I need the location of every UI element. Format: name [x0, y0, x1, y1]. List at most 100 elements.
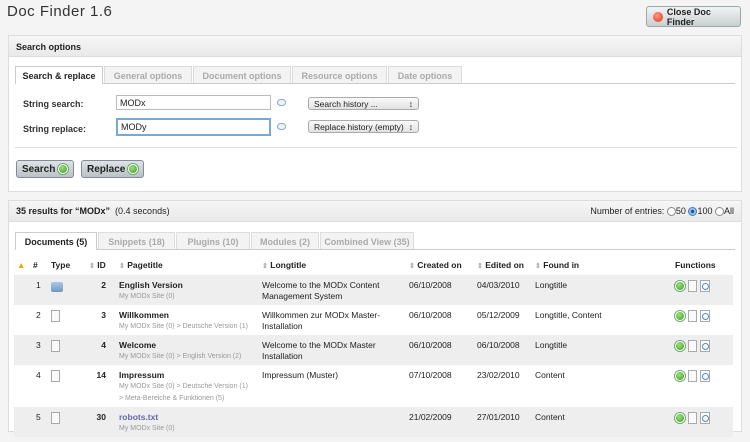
search-button[interactable]: Search	[16, 160, 75, 178]
tab-date-options[interactable]: Date options	[388, 66, 462, 83]
cell-pagetitle: robots.txt My MODx Site (0)	[116, 407, 259, 437]
check-icon[interactable]	[675, 281, 685, 291]
preview-icon[interactable]	[700, 340, 710, 352]
pagetitle-link[interactable]: English Version	[119, 280, 183, 290]
replace-history-select[interactable]: Replace history (empty) ↕	[308, 120, 419, 133]
cell-type	[48, 407, 86, 437]
sort-icon: ⇕	[409, 263, 415, 270]
table-row[interactable]: 1 2 English Version My MODx Site (0) Welc…	[14, 275, 733, 305]
search-button-label: Search	[22, 163, 56, 175]
col-pagetitle[interactable]: ⇕ Pagetitle	[116, 255, 259, 275]
sort-icon: ⇕	[535, 263, 541, 270]
check-icon[interactable]	[675, 371, 685, 381]
cell-empty	[14, 335, 30, 365]
tab-plugins[interactable]: Plugins (10)	[176, 232, 250, 249]
cell-pagetitle: Welcome My MODx Site (0) > English Versio…	[116, 335, 259, 365]
table-row[interactable]: 2 3 Willkommen My MODx Site (0) > Deutsch…	[14, 305, 733, 335]
tab-combined-view[interactable]: Combined View (35)	[320, 232, 414, 249]
tab-modules[interactable]: Modules (2)	[251, 232, 319, 249]
cell-found-in: Longtitle	[532, 335, 672, 365]
entries-selector: Number of entries: 50 100 All	[590, 206, 734, 217]
cell-functions	[672, 365, 733, 407]
check-icon[interactable]	[675, 341, 685, 351]
table-row[interactable]: 5 30 robots.txt My MODx Site (0) 21/02/20…	[14, 407, 733, 437]
string-search-input[interactable]: MODx	[116, 95, 271, 110]
col-created[interactable]: ⇕ Created on	[406, 255, 474, 275]
table-row[interactable]: 4 14 Impressum My MODx Site (0) > Deutsch…	[14, 365, 733, 407]
cell-edited: 05/12/2009	[477, 310, 520, 320]
replace-button[interactable]: Replace	[81, 160, 145, 178]
sort-asc-icon[interactable]: ▲	[17, 260, 26, 270]
col-id[interactable]: ⇕ ID	[86, 255, 116, 275]
tab-search-replace[interactable]: Search & replace	[15, 66, 103, 84]
entries-radio-all[interactable]	[714, 207, 724, 217]
tab-documents[interactable]: Documents (5)	[15, 232, 97, 250]
col-number[interactable]: #	[33, 260, 38, 270]
document-icon[interactable]	[688, 340, 697, 352]
help-bubble-icon[interactable]	[277, 123, 286, 130]
tab-resource-options[interactable]: Resource options	[292, 66, 387, 83]
table-row[interactable]: 3 4 Welcome My MODx Site (0) > English Ve…	[14, 335, 733, 365]
cell-id: 14	[96, 370, 106, 380]
col-found-in[interactable]: ⇕ Found in	[532, 255, 672, 275]
preview-icon[interactable]	[700, 412, 710, 424]
entries-radio-100[interactable]	[688, 207, 698, 217]
cell-longtitle: Willkommen zur MODx Master-Installation	[262, 310, 381, 331]
document-icon[interactable]	[688, 310, 697, 322]
pagetitle-link[interactable]: Welcome	[119, 340, 157, 350]
col-edited-label: Edited on	[485, 260, 524, 270]
document-icon	[51, 340, 60, 352]
results-time: (0.4 seconds)	[115, 206, 170, 216]
tab-document-options[interactable]: Document options	[193, 66, 291, 83]
document-path: My MODx Site (0)	[119, 293, 175, 300]
col-created-label: Created on	[417, 260, 462, 270]
cell-edited: 04/03/2010	[474, 275, 532, 305]
document-icon[interactable]	[688, 412, 697, 424]
results-summary: 35 results for “MODx”	[16, 206, 111, 216]
cell-pagetitle: English Version My MODx Site (0)	[116, 275, 259, 305]
pagetitle-link[interactable]: Willkommen	[119, 310, 169, 320]
entries-radio-50[interactable]	[666, 207, 676, 217]
entries-option-label: 100	[697, 206, 713, 216]
close-doc-finder-button[interactable]: Close Doc Finder	[646, 6, 741, 27]
cell-number: 4	[36, 370, 41, 380]
cell-functions	[672, 407, 733, 437]
preview-icon[interactable]	[700, 280, 710, 292]
tab-snippets[interactable]: Snippets (18)	[98, 232, 175, 249]
help-bubble-icon[interactable]	[277, 99, 286, 106]
col-longtitle-label: Longtitle	[270, 260, 307, 270]
replace-history-value: Replace history (empty)	[314, 122, 404, 132]
sort-icon: ⇕	[477, 263, 483, 270]
sort-icon: ⇕	[119, 263, 125, 270]
check-icon[interactable]	[675, 311, 685, 321]
preview-icon[interactable]	[700, 370, 710, 382]
cell-empty	[14, 305, 30, 335]
cell-type	[48, 275, 86, 305]
pagetitle-link[interactable]: robots.txt	[119, 412, 159, 422]
col-type[interactable]: Type	[51, 260, 71, 270]
col-longtitle[interactable]: ⇕ Longtitle	[259, 255, 406, 275]
table-header: ▲ # Type ⇕ ID ⇕ Pagetitle ⇕ Longtitle ⇕ …	[14, 255, 733, 275]
results-table: ▲ # Type ⇕ ID ⇕ Pagetitle ⇕ Longtitle ⇕ …	[14, 255, 733, 437]
document-icon	[51, 310, 60, 322]
check-icon[interactable]	[675, 413, 685, 423]
search-history-value: Search history ...	[314, 99, 378, 109]
cell-longtitle	[259, 407, 406, 437]
string-replace-input[interactable]: MODy	[116, 118, 271, 136]
col-edited[interactable]: ⇕ Edited on	[474, 255, 532, 275]
document-icon[interactable]	[688, 280, 697, 292]
cell-number: 2	[36, 310, 41, 320]
tab-general-options[interactable]: General options	[104, 66, 192, 83]
select-arrows-icon: ↕	[408, 122, 413, 132]
check-icon	[128, 164, 139, 174]
document-icon	[51, 412, 60, 424]
pagetitle-link[interactable]: Impressum	[119, 370, 165, 380]
col-id-label: ID	[97, 260, 106, 270]
search-history-select[interactable]: Search history ... ↕	[308, 97, 419, 110]
preview-icon[interactable]	[700, 310, 710, 322]
entries-label: Number of entries:	[590, 206, 665, 216]
cell-functions	[672, 305, 733, 335]
sort-icon: ⇕	[89, 263, 95, 270]
document-icon[interactable]	[688, 370, 697, 382]
cell-edited: 06/10/2008	[474, 335, 532, 365]
